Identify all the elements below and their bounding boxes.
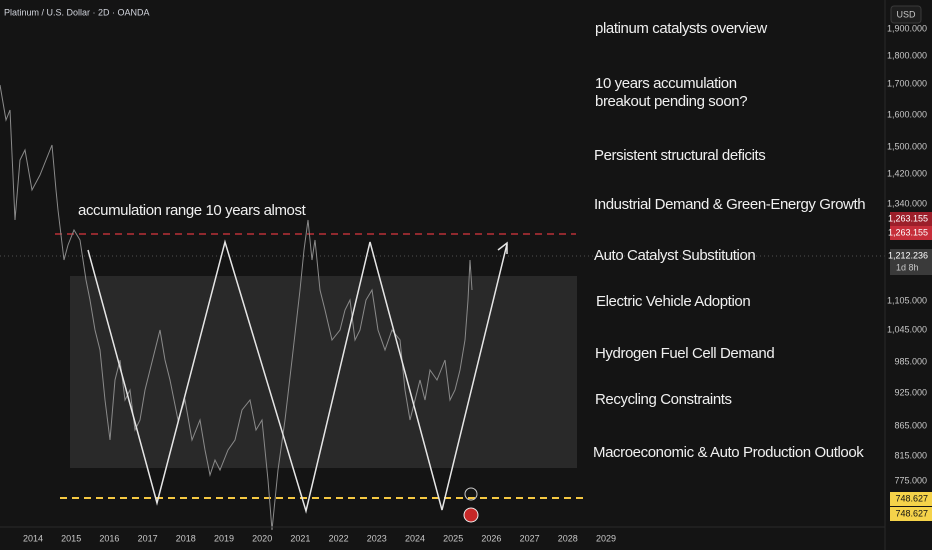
price-tag xyxy=(890,249,932,275)
price-label: 815.000 xyxy=(894,450,927,460)
event-icon[interactable] xyxy=(464,487,478,501)
price-label: 1,600.000 xyxy=(887,109,927,119)
annotation: 10 years accumulation xyxy=(595,75,737,92)
currency[interactable]: USD xyxy=(896,9,916,19)
earnings-icon[interactable] xyxy=(463,507,479,523)
price-label: 1,900.000 xyxy=(887,23,927,33)
time-label: 2022 xyxy=(329,533,349,543)
time-label: 2018 xyxy=(176,533,196,543)
annotation: breakout pending soon? xyxy=(595,93,747,110)
annotation: Recycling Constraints xyxy=(595,391,732,408)
time-label: 2016 xyxy=(99,533,119,543)
annotation: Auto Catalyst Substitution xyxy=(594,247,755,264)
time-label: 2021 xyxy=(290,533,310,543)
time-label: 2019 xyxy=(214,533,234,543)
annotation: Hydrogen Fuel Cell Demand xyxy=(595,345,774,362)
time-label: 2027 xyxy=(520,533,540,543)
price-label: 1,800.000 xyxy=(887,50,927,60)
price-label: 1,700.000 xyxy=(887,78,927,88)
time-label: 2017 xyxy=(138,533,158,543)
price-tag xyxy=(890,212,932,226)
time-label: 2029 xyxy=(596,533,616,543)
price-tag-label: 748.627 xyxy=(895,493,928,503)
range-note: accumulation range 10 years almost xyxy=(78,202,307,219)
price-label: 925.000 xyxy=(894,387,927,397)
price-tag xyxy=(890,507,932,521)
price-tag xyxy=(890,226,932,240)
time-label: 2024 xyxy=(405,533,425,543)
annotation: Electric Vehicle Adoption xyxy=(596,293,750,310)
price-label: 775.000 xyxy=(894,475,927,485)
last-price: 1,212.236 xyxy=(888,250,928,260)
arrow-head xyxy=(497,241,508,254)
price-label: 1,340.000 xyxy=(887,198,927,208)
price-tag-label: 748.627 xyxy=(895,508,928,518)
price-line xyxy=(0,84,473,531)
price-label: 985.000 xyxy=(894,356,927,366)
price-label: 1,045.000 xyxy=(887,324,927,334)
time-label: 2026 xyxy=(481,533,501,543)
symbol-title: Platinum / U.S. Dollar · 2D · OANDA xyxy=(4,7,150,17)
annotation: Macroeconomic & Auto Production Outlook xyxy=(593,444,864,461)
price-tag-label: 1,263.155 xyxy=(888,213,928,223)
currency-button[interactable] xyxy=(890,5,922,24)
countdown: 1d 8h xyxy=(896,262,919,272)
zigzag-drawing xyxy=(87,239,508,514)
time-label: 2025 xyxy=(443,533,463,543)
price-label: 865.000 xyxy=(894,420,927,430)
price-label: 1,500.000 xyxy=(887,141,927,151)
time-label: 2014 xyxy=(23,533,43,543)
price-label: 1,420.000 xyxy=(887,168,927,178)
price-tag xyxy=(890,492,932,506)
time-label: 2023 xyxy=(367,533,387,543)
price-tag-label: 1,263.155 xyxy=(888,227,928,237)
time-label: 2015 xyxy=(61,533,81,543)
time-label: 2020 xyxy=(252,533,272,543)
annotation: Persistent structural deficits xyxy=(594,147,765,164)
price-label: 1,105.000 xyxy=(887,295,927,305)
time-label: 2028 xyxy=(558,533,578,543)
annotation: platinum catalysts overview xyxy=(595,20,767,37)
annotation: Industrial Demand & Green-Energy Growth xyxy=(594,196,865,213)
